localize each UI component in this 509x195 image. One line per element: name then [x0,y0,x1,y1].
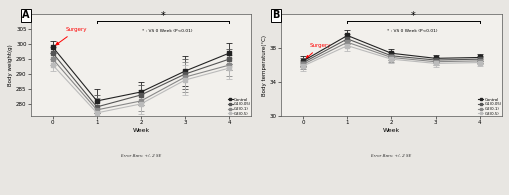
Text: Error Bars: +/- 2 SE: Error Bars: +/- 2 SE [371,154,411,158]
Text: *: * [160,11,165,21]
Text: B: B [272,10,279,20]
Text: * : VS 0 Week (P<0.01): * : VS 0 Week (P<0.01) [386,28,437,33]
Text: *: * [410,11,415,21]
Text: Surgery: Surgery [56,27,88,45]
Text: Surgery: Surgery [305,43,331,58]
Y-axis label: Body weight(g): Body weight(g) [8,44,13,86]
Text: * : VS 0 Week (P<0.01): * : VS 0 Week (P<0.01) [142,28,192,33]
Legend: Control, G1(0.05), G2(0.1), G3(0.5): Control, G1(0.05), G2(0.1), G3(0.5) [477,98,501,116]
Y-axis label: Body temperature(°C): Body temperature(°C) [262,35,267,96]
X-axis label: Week: Week [382,128,399,133]
Text: Error Bars: +/- 2 SE: Error Bars: +/- 2 SE [121,154,161,158]
Text: A: A [22,10,30,20]
Legend: Control, G1(0.05), G2(0.1), G3(0.5): Control, G1(0.05), G2(0.1), G3(0.5) [227,98,251,116]
X-axis label: Week: Week [132,128,149,133]
